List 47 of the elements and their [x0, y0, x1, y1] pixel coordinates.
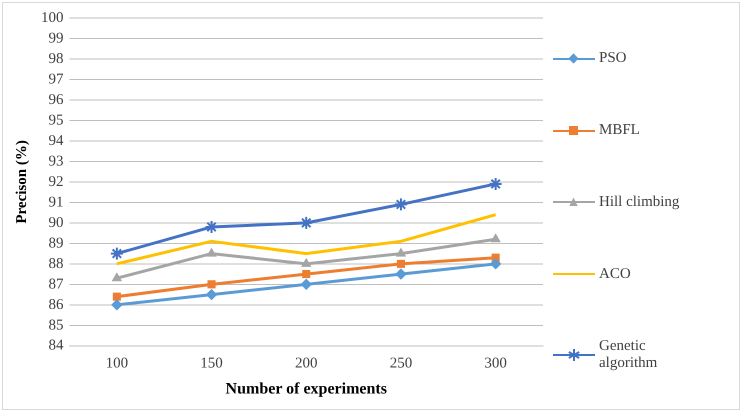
- y-axis-title: Precison (%): [14, 140, 30, 224]
- legend-label: Hill climbing: [599, 194, 680, 211]
- y-tick-label: 96: [48, 92, 64, 108]
- legend-label: PSO: [599, 50, 627, 68]
- x-tick-label: 200: [295, 356, 318, 372]
- y-tick-label: 89: [48, 235, 64, 252]
- legend-label: ACO: [599, 266, 631, 283]
- legend-label: MBFL: [599, 122, 640, 140]
- point: [301, 258, 312, 267]
- point: [395, 268, 406, 280]
- y-tick-label: 99: [48, 30, 64, 46]
- x-tick-label: 250: [390, 356, 412, 372]
- point: [490, 258, 502, 270]
- point: [490, 234, 500, 242]
- y-tick-label: 86: [48, 296, 64, 313]
- y-tick-label: 90: [48, 214, 64, 231]
- y-tick-label: 92: [48, 174, 64, 190]
- point: [302, 270, 310, 278]
- x-tick-label: 150: [200, 356, 223, 372]
- legend-label: Genetic algorithm: [599, 338, 658, 372]
- y-tick-label: 87: [48, 276, 64, 292]
- point: [488, 176, 503, 191]
- point: [111, 299, 122, 310]
- point: [394, 197, 408, 212]
- point: [396, 260, 405, 268]
- x-axis-title: Number of experiments: [226, 380, 387, 398]
- point: [206, 289, 218, 300]
- y-tick-label: 91: [48, 194, 64, 210]
- x-tick-label: 300: [484, 356, 507, 372]
- point: [300, 278, 312, 290]
- y-tick-label: 84: [48, 338, 64, 354]
- point: [112, 292, 121, 301]
- point: [112, 272, 122, 282]
- point: [208, 280, 216, 288]
- y-tick-label: 94: [48, 132, 64, 149]
- y-tick-label: 97: [48, 71, 64, 88]
- point: [299, 216, 314, 230]
- y-tick-label: 95: [48, 112, 64, 128]
- y-tick-label: 98: [48, 50, 64, 67]
- y-tick-label: 85: [48, 317, 64, 334]
- point: [396, 248, 406, 257]
- y-tick-label: 100: [41, 10, 64, 26]
- y-tick-label: 88: [48, 256, 64, 272]
- point: [110, 246, 124, 261]
- x-tick-label: 100: [106, 356, 128, 372]
- point: [206, 248, 216, 257]
- y-tick-label: 93: [48, 153, 64, 170]
